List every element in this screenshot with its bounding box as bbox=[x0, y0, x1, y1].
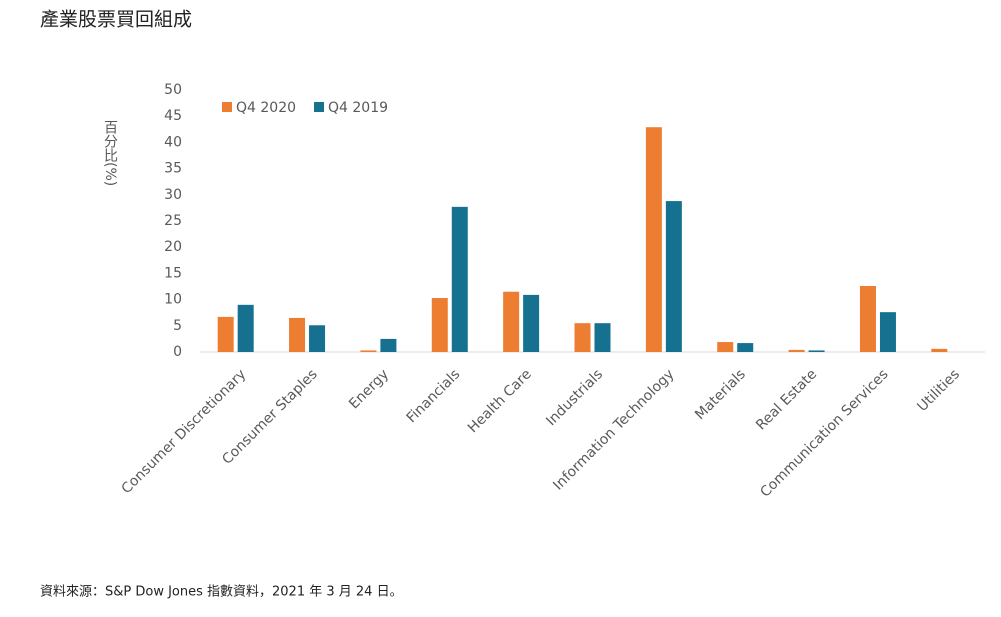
bar bbox=[289, 317, 306, 352]
x-tick-label: Materials bbox=[692, 366, 749, 423]
x-tick-label: Real Estate bbox=[753, 366, 820, 433]
y-tick-label: 5 bbox=[173, 318, 182, 334]
y-tick-label: 25 bbox=[164, 213, 182, 229]
legend-label: Q4 2019 bbox=[328, 100, 388, 116]
x-tick-label: Utilities bbox=[914, 366, 963, 415]
x-tick-label: Information Technology bbox=[550, 366, 677, 493]
x-tick-label: Communication Services bbox=[757, 366, 891, 500]
x-tick-label: Financials bbox=[404, 366, 464, 426]
x-tick-label: Industrials bbox=[543, 366, 606, 429]
bar bbox=[859, 285, 876, 352]
bar bbox=[594, 323, 611, 352]
x-tick-label: Consumer Discretionary bbox=[119, 366, 250, 497]
y-tick-label: 15 bbox=[164, 265, 182, 281]
legend-label: Q4 2020 bbox=[236, 100, 296, 116]
chart-title: 產業股票買回組成 bbox=[40, 9, 192, 31]
bar bbox=[879, 312, 896, 352]
y-tick-label: 0 bbox=[173, 344, 182, 360]
bar bbox=[380, 338, 397, 352]
legend-swatch bbox=[222, 102, 232, 112]
bar bbox=[717, 342, 734, 352]
bar bbox=[645, 127, 662, 352]
bar bbox=[808, 350, 825, 352]
y-axis-label: 百分比(%) bbox=[102, 120, 118, 186]
bar bbox=[931, 348, 948, 352]
bar bbox=[737, 343, 754, 352]
y-tick-label: 40 bbox=[164, 134, 182, 150]
y-tick-label: 35 bbox=[164, 161, 182, 177]
legend-swatch bbox=[314, 102, 325, 112]
source-note: 資料來源：S&P Dow Jones 指數資料，2021 年 3 月 24 日。 bbox=[40, 585, 403, 600]
bar bbox=[217, 316, 234, 352]
bar bbox=[665, 201, 682, 352]
bar bbox=[523, 294, 540, 352]
bar bbox=[503, 291, 520, 352]
y-tick-label: 10 bbox=[164, 292, 182, 308]
bar bbox=[574, 323, 591, 352]
bar bbox=[451, 206, 468, 352]
bar bbox=[237, 304, 254, 352]
x-tick-label: Energy bbox=[346, 366, 392, 412]
bar bbox=[309, 325, 326, 352]
x-tick-label: Health Care bbox=[465, 366, 535, 436]
bar bbox=[788, 349, 805, 352]
y-tick-label: 45 bbox=[164, 108, 182, 124]
bar bbox=[360, 350, 377, 352]
bar bbox=[431, 298, 448, 352]
y-tick-label: 20 bbox=[164, 239, 182, 255]
y-tick-label: 50 bbox=[164, 82, 182, 98]
y-tick-label: 30 bbox=[164, 187, 182, 203]
